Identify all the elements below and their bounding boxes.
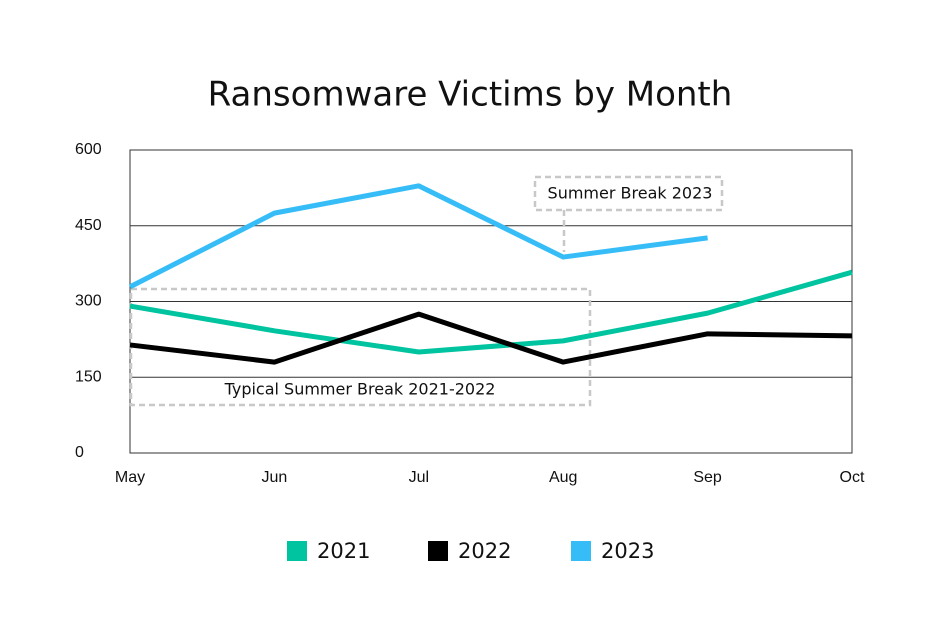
legend-swatch (428, 541, 448, 561)
series-line (128, 183, 708, 290)
x-tick-label: Sep (693, 469, 722, 486)
annotation-label: Typical Summer Break 2021-2022 (224, 380, 496, 399)
legend-swatch (287, 541, 307, 561)
annotation-box (533, 175, 724, 212)
series-line (129, 269, 853, 355)
plot-frame (129, 149, 853, 454)
x-tick-label: Oct (840, 469, 865, 486)
y-tick-label: 0 (75, 444, 84, 461)
chart-title: Ransomware Victims by Month (208, 75, 733, 115)
annotation-boxes (129, 175, 724, 407)
y-tick-label: 600 (75, 141, 102, 158)
legend-label: 2021 (317, 539, 370, 563)
legend-label: 2022 (458, 539, 511, 563)
x-tick-label: Jul (409, 469, 429, 486)
y-tick-label: 450 (75, 217, 102, 234)
x-tick-label: Aug (549, 469, 577, 486)
legend-label: 2023 (601, 539, 654, 563)
y-tick-label: 300 (75, 293, 102, 310)
x-tick-label: May (115, 469, 145, 486)
legend-swatch (571, 541, 591, 561)
y-tick-label: 150 (75, 368, 102, 385)
annotation-label: Summer Break 2023 (548, 184, 713, 203)
series-line (129, 311, 853, 365)
x-tick-label: Jun (262, 469, 288, 486)
